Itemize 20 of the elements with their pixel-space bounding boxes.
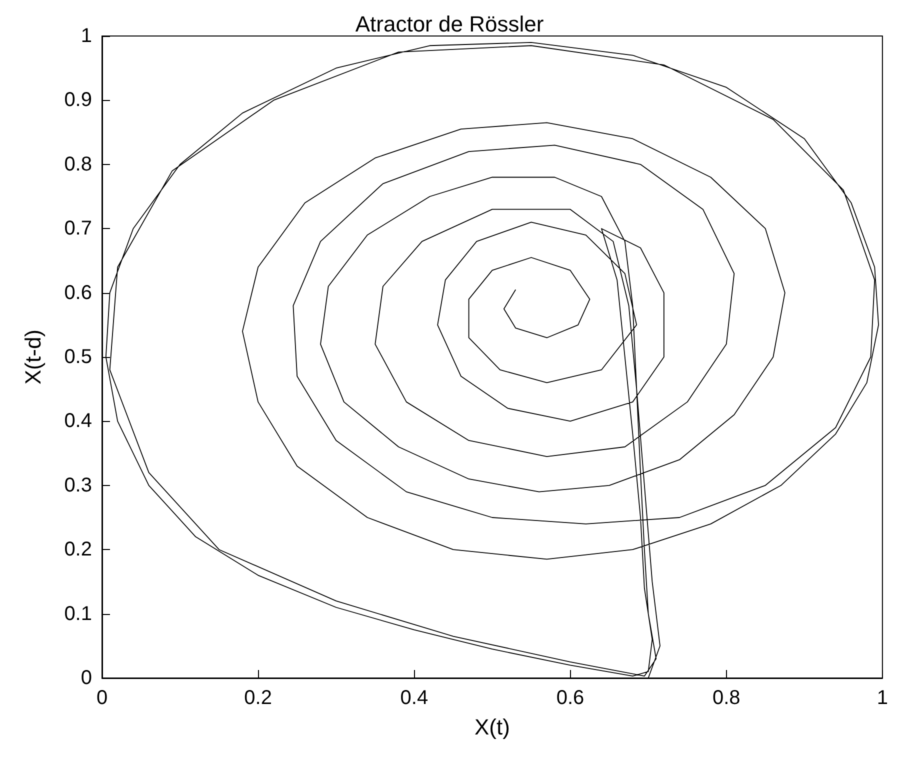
x-tick-label: 1	[876, 687, 888, 709]
y-tick-label: 0	[80, 667, 92, 689]
y-tick-label: 0.6	[64, 282, 92, 304]
x-tick-label: 0.4	[400, 687, 428, 709]
x-tick-label: 0.6	[556, 687, 584, 709]
y-tick-label: 0.2	[64, 538, 92, 561]
y-tick-label: 0.1	[64, 602, 92, 625]
y-tick-label: 0.4	[64, 410, 92, 432]
y-tick-label: 0.9	[64, 89, 92, 112]
y-tick-label: 0.3	[64, 474, 92, 496]
y-axis-title: X(t-d)	[20, 330, 46, 384]
y-tick-label: 1	[80, 25, 92, 47]
y-tick-label: 0.8	[64, 153, 92, 176]
x-tick-label: 0.8	[712, 687, 740, 709]
chart-title: Atractor de Rössler	[355, 12, 544, 36]
x-tick-label: 0.2	[244, 687, 272, 709]
y-tick-label: 0.5	[64, 346, 92, 368]
x-tick-label: 0	[96, 687, 108, 709]
x-axis-title: X(t)	[474, 714, 510, 740]
y-tick-label: 0.7	[64, 218, 92, 240]
